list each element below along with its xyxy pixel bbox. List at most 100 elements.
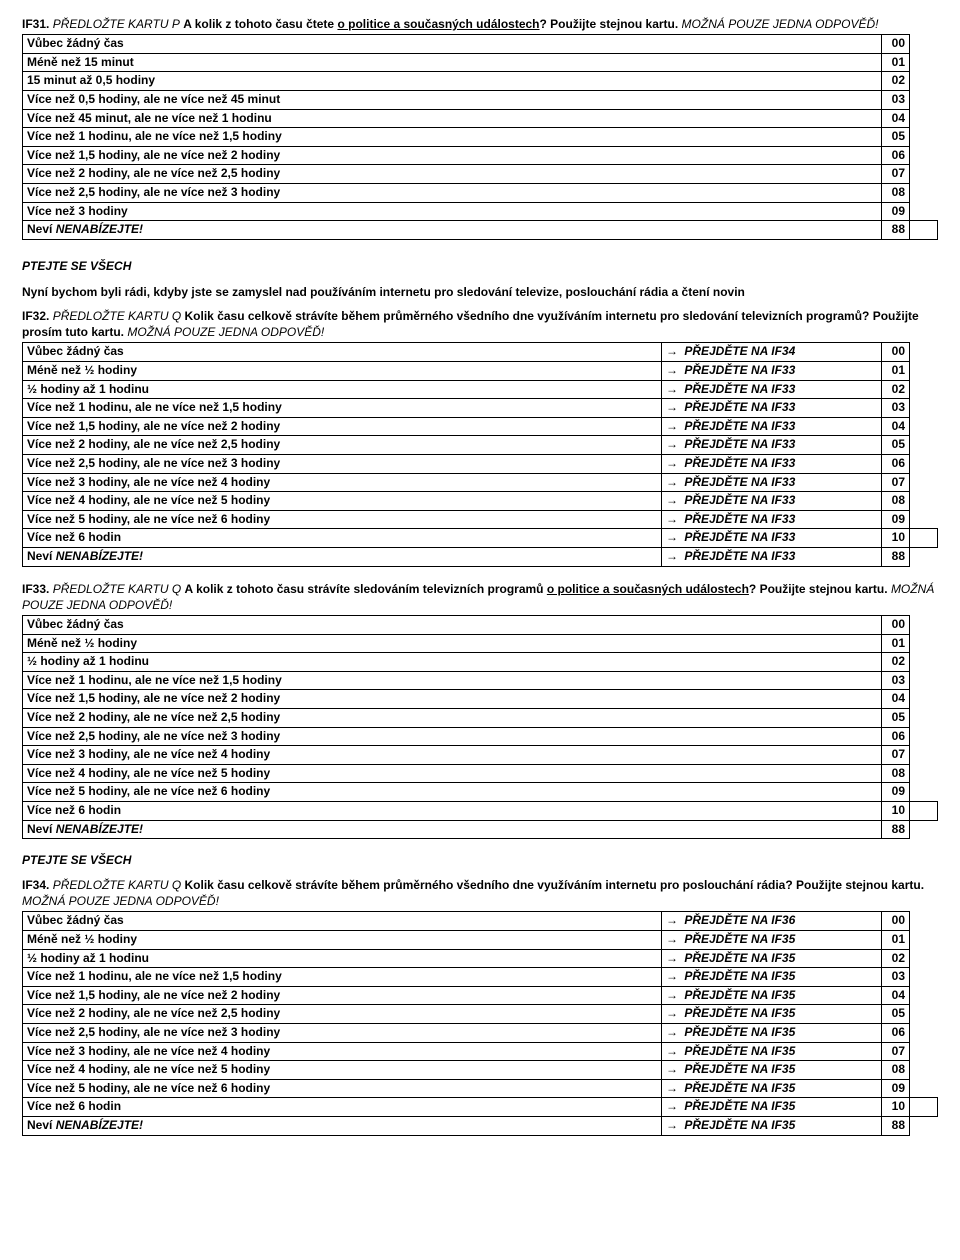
- q33-uline: o politice a současných událostech: [547, 582, 749, 596]
- answer-box[interactable]: [910, 690, 938, 709]
- option-code: 05: [882, 708, 910, 727]
- option-code: 03: [882, 968, 910, 987]
- table-row: Více než 5 hodiny, ale ne více než 6 hod…: [23, 783, 938, 802]
- answer-box[interactable]: [910, 1061, 938, 1080]
- answer-box[interactable]: [910, 128, 938, 147]
- answer-box[interactable]: [910, 202, 938, 221]
- table-row: ½ hodiny až 1 hodinu→ PŘEJDĚTE NA IF3302: [23, 380, 938, 399]
- answer-box[interactable]: [910, 165, 938, 184]
- answer-box[interactable]: [910, 615, 938, 634]
- q34-card: PŘEDLOŽTE KARTU Q: [53, 878, 181, 892]
- goto-cell: → PŘEJDĚTE NA IF35: [662, 1042, 882, 1061]
- table-row: Více než 1 hodinu, ale ne více než 1,5 h…: [23, 399, 938, 418]
- option-code: 00: [882, 615, 910, 634]
- answer-box[interactable]: [910, 708, 938, 727]
- answer-box[interactable]: [910, 529, 938, 548]
- answer-box[interactable]: [910, 90, 938, 109]
- answer-box[interactable]: [910, 35, 938, 54]
- answer-box[interactable]: [910, 455, 938, 474]
- answer-box[interactable]: [910, 746, 938, 765]
- table-row: Více než 1,5 hodiny, ale ne více než 2 h…: [23, 146, 938, 165]
- answer-box[interactable]: [910, 949, 938, 968]
- answer-box[interactable]: [910, 1024, 938, 1043]
- q31-table: Vůbec žádný čas00Méně než 15 minut0115 m…: [22, 34, 938, 240]
- option-label: Vůbec žádný čas: [23, 615, 882, 634]
- answer-box[interactable]: [910, 912, 938, 931]
- answer-box[interactable]: [910, 764, 938, 783]
- option-label: Více než 3 hodiny, ale ne více než 4 hod…: [23, 746, 882, 765]
- answer-box[interactable]: [910, 53, 938, 72]
- option-label: Méně než ½ hodiny: [23, 362, 662, 381]
- goto-cell: → PŘEJDĚTE NA IF35: [662, 1117, 882, 1136]
- question-if31: IF31. PŘEDLOŽTE KARTU P A kolik z tohoto…: [22, 16, 938, 240]
- answer-box[interactable]: [910, 1005, 938, 1024]
- q32-table: Vůbec žádný čas→ PŘEJDĚTE NA IF3400Méně …: [22, 342, 938, 566]
- option-code: 04: [882, 417, 910, 436]
- answer-box[interactable]: [910, 548, 938, 567]
- table-row: Vůbec žádný čas00: [23, 615, 938, 634]
- answer-box[interactable]: [910, 436, 938, 455]
- option-label: Více než 2,5 hodiny, ale ne více než 3 h…: [23, 455, 662, 474]
- q31-text: A kolik z tohoto času čtete: [183, 17, 334, 31]
- goto-cell: → PŘEJDĚTE NA IF33: [662, 436, 882, 455]
- answer-box[interactable]: [910, 183, 938, 202]
- goto-cell: → PŘEJDĚTE NA IF33: [662, 529, 882, 548]
- q34-text: Kolik času celkově strávíte během průměr…: [185, 878, 925, 892]
- answer-box[interactable]: [910, 492, 938, 511]
- answer-box[interactable]: [910, 801, 938, 820]
- answer-box[interactable]: [910, 820, 938, 839]
- option-label: Více než 4 hodiny, ale ne více než 5 hod…: [23, 764, 882, 783]
- answer-box[interactable]: [910, 380, 938, 399]
- answer-box[interactable]: [910, 1098, 938, 1117]
- answer-box[interactable]: [910, 146, 938, 165]
- goto-cell: → PŘEJDĚTE NA IF35: [662, 949, 882, 968]
- answer-box[interactable]: [910, 634, 938, 653]
- option-label: Více než 3 hodiny: [23, 202, 882, 221]
- option-label: Více než 1,5 hodiny, ale ne více než 2 h…: [23, 986, 662, 1005]
- option-label: Více než 1,5 hodiny, ale ne více než 2 h…: [23, 146, 882, 165]
- option-code: 10: [882, 1098, 910, 1117]
- answer-box[interactable]: [910, 109, 938, 128]
- q32-code: IF32.: [22, 309, 49, 323]
- option-code: 08: [882, 183, 910, 202]
- table-row: Více než 0,5 hodiny, ale ne více než 45 …: [23, 90, 938, 109]
- option-code: 09: [882, 202, 910, 221]
- option-code: 08: [882, 1061, 910, 1080]
- goto-cell: → PŘEJDĚTE NA IF35: [662, 1005, 882, 1024]
- option-label: Více než 1 hodinu, ale ne více než 1,5 h…: [23, 968, 662, 987]
- table-row: Více než 2 hodiny, ale ne více než 2,5 h…: [23, 708, 938, 727]
- answer-box[interactable]: [910, 1042, 938, 1061]
- answer-box[interactable]: [910, 72, 938, 91]
- answer-box[interactable]: [910, 221, 938, 240]
- q31-constraint: MOŽNÁ POUZE JEDNA ODPOVĚĎ!: [682, 17, 879, 31]
- answer-box[interactable]: [910, 343, 938, 362]
- answer-box[interactable]: [910, 727, 938, 746]
- option-code: 88: [882, 221, 910, 240]
- table-row: Více než 1,5 hodiny, ale ne více než 2 h…: [23, 986, 938, 1005]
- goto-cell: → PŘEJDĚTE NA IF33: [662, 417, 882, 436]
- option-code: 01: [882, 362, 910, 381]
- answer-box[interactable]: [910, 473, 938, 492]
- answer-box[interactable]: [910, 986, 938, 1005]
- answer-box[interactable]: [910, 510, 938, 529]
- answer-box[interactable]: [910, 653, 938, 672]
- answer-box[interactable]: [910, 671, 938, 690]
- goto-cell: → PŘEJDĚTE NA IF33: [662, 399, 882, 418]
- answer-box[interactable]: [910, 399, 938, 418]
- answer-box[interactable]: [910, 783, 938, 802]
- option-label: Více než 4 hodiny, ale ne více než 5 hod…: [23, 492, 662, 511]
- option-label: Více než 3 hodiny, ale ne více než 4 hod…: [23, 473, 662, 492]
- answer-box[interactable]: [910, 931, 938, 950]
- goto-cell: → PŘEJDĚTE NA IF33: [662, 473, 882, 492]
- answer-box[interactable]: [910, 417, 938, 436]
- option-label: Více než 5 hodiny, ale ne více než 6 hod…: [23, 783, 882, 802]
- table-row: Více než 2,5 hodiny, ale ne více než 3 h…: [23, 727, 938, 746]
- answer-box[interactable]: [910, 1117, 938, 1136]
- answer-box[interactable]: [910, 1079, 938, 1098]
- answer-box[interactable]: [910, 968, 938, 987]
- answer-box[interactable]: [910, 362, 938, 381]
- option-label: Více než 4 hodiny, ale ne více než 5 hod…: [23, 1061, 662, 1080]
- table-row: Více než 4 hodiny, ale ne více než 5 hod…: [23, 764, 938, 783]
- intro-text: Nyní bychom byli rádi, kdyby jste se zam…: [22, 284, 938, 300]
- option-label: Více než 2 hodiny, ale ne více než 2,5 h…: [23, 165, 882, 184]
